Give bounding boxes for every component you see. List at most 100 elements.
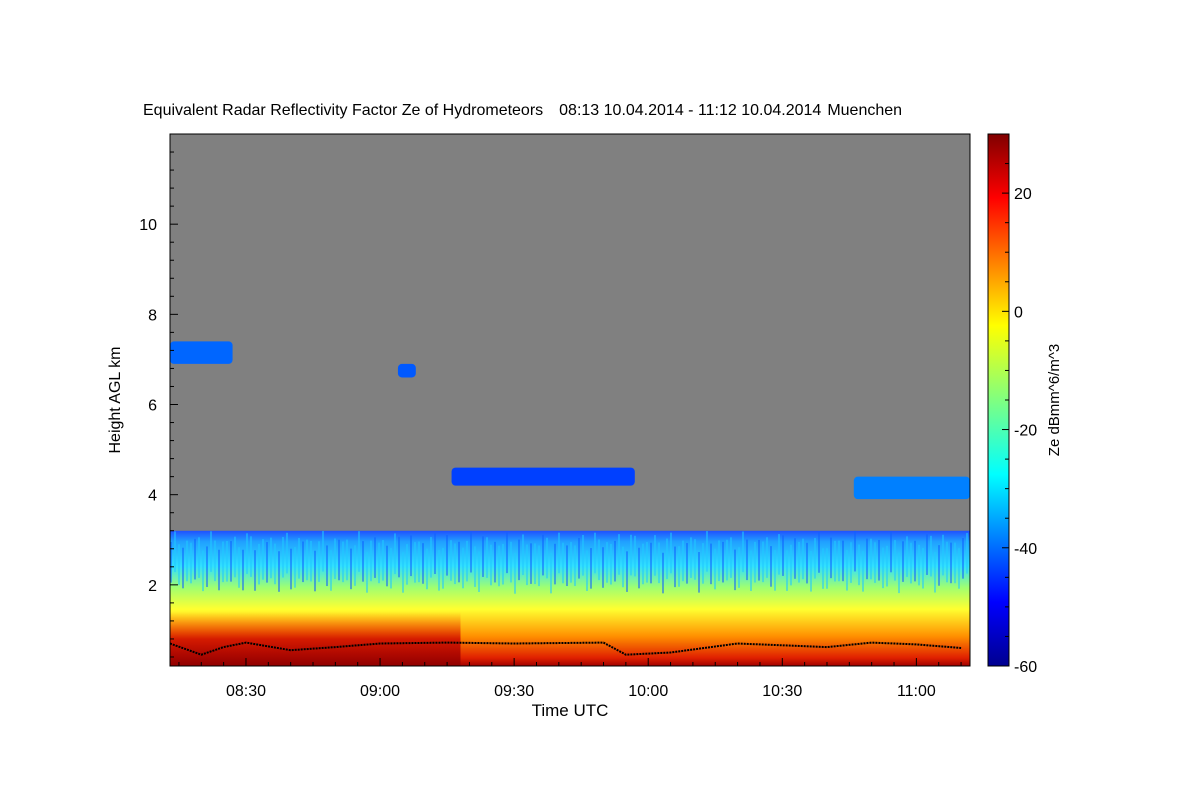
boundary-layer-streak: [898, 552, 900, 594]
boundary-layer-streak: [654, 535, 656, 576]
boundary-layer-streak: [506, 532, 508, 574]
boundary-layer-streak: [330, 550, 332, 591]
boundary-layer-streak: [934, 551, 936, 593]
boundary-layer-streak: [474, 546, 476, 587]
boundary-layer-streak: [878, 539, 880, 581]
y-tick-label: 10: [139, 217, 157, 234]
boundary-layer-streak: [382, 540, 384, 581]
boundary-layer-streak: [206, 546, 208, 587]
boundary-layer-streak: [850, 542, 852, 583]
colorbar-tick-label: -60: [1014, 659, 1037, 676]
boundary-layer-streak: [426, 548, 428, 590]
boundary-layer-streak: [438, 550, 440, 591]
boundary-layer-streak: [398, 536, 400, 578]
boundary-layer-streak: [702, 543, 704, 584]
plot-frame: [169, 133, 971, 667]
boundary-layer-streak: [762, 541, 764, 583]
boundary-layer-streak: [350, 548, 352, 590]
boundary-layer-streak: [790, 544, 792, 586]
boundary-layer-streak: [774, 550, 776, 591]
boundary-layer-streak: [502, 543, 504, 585]
boundary-layer-streak: [902, 541, 904, 582]
boundary-layer-streak: [202, 550, 204, 592]
boundary-layer-streak: [606, 542, 608, 583]
boundary-layer-streak: [738, 547, 740, 588]
x-tick-label: 09:00: [360, 683, 400, 700]
boundary-layer-streak: [870, 538, 872, 580]
boundary-layer-streak: [222, 541, 224, 583]
x-tick-label: 08:30: [226, 683, 266, 700]
boundary-layer-streak: [806, 542, 808, 584]
colorbar-label: Ze dBmm^6/m^3: [1046, 344, 1063, 456]
boundary-layer-streak: [726, 539, 728, 581]
boundary-layer-streak: [746, 539, 748, 581]
boundary-layer-streak: [714, 548, 716, 590]
boundary-layer-streak: [430, 537, 432, 578]
boundary-layer-streak: [174, 531, 176, 573]
boundary-layer-streak: [402, 552, 404, 593]
boundary-layer-streak: [318, 541, 320, 582]
boundary-layer-streak: [522, 534, 524, 576]
boundary-layer-streak: [770, 546, 772, 587]
boundary-layer-streak: [266, 542, 268, 583]
boundary-layer-streak: [658, 542, 660, 584]
boundary-layer-streak: [378, 542, 380, 584]
boundary-layer-streak: [534, 543, 536, 585]
boundary-layer-streak: [482, 536, 484, 577]
boundary-layer-streak: [754, 541, 756, 583]
boundary-layer-streak: [958, 548, 960, 589]
boundary-layer-streak: [638, 547, 640, 589]
boundary-layer-streak: [370, 540, 372, 582]
boundary-layer-streak: [618, 534, 620, 575]
x-tick-label: 09:30: [494, 683, 534, 700]
boundary-layer-streak: [686, 543, 688, 584]
boundary-layer-streak: [602, 547, 604, 588]
boundary-layer-streak: [750, 550, 752, 591]
boundary-layer-streak: [614, 540, 616, 582]
boundary-layer-streak: [578, 537, 580, 579]
boundary-layer-streak: [930, 535, 932, 577]
boundary-layer-streak: [310, 540, 312, 582]
boundary-layer-streak: [838, 540, 840, 582]
boundary-layer-streak: [530, 543, 532, 584]
boundary-layer-streak: [514, 553, 516, 594]
boundary-layer-streak: [374, 537, 376, 578]
boundary-layer-streak: [338, 539, 340, 581]
boundary-layer-streak: [190, 542, 192, 584]
y-axis: 2 4 6 8 10: [139, 133, 178, 658]
boundary-layer-streak: [354, 545, 356, 586]
x-axis-label: Time UTC: [532, 701, 609, 720]
boundary-layer-streak: [518, 539, 520, 581]
boundary-layer-streak: [470, 531, 472, 573]
boundary-layer-streak: [734, 549, 736, 591]
boundary-layer-streak: [858, 544, 860, 586]
boundary-layer-streak: [666, 538, 668, 580]
boundary-layer-streak: [362, 541, 364, 582]
boundary-layer-streak: [294, 547, 296, 588]
boundary-layer-streak: [550, 552, 552, 594]
colorbar-axis: 20 0 -20 -40 -60: [1002, 133, 1037, 676]
boundary-layer-streak: [326, 545, 328, 587]
boundary-layer-streak: [834, 540, 836, 582]
boundary-layer-streak: [510, 541, 512, 583]
boundary-layer-streak: [446, 535, 448, 576]
colorbar-tick-label: -20: [1014, 423, 1037, 440]
boundary-layer-streak: [698, 552, 700, 593]
boundary-layer-streak: [590, 548, 592, 589]
boundary-layer-streak: [626, 551, 628, 592]
boundary-layer-streak: [634, 535, 636, 577]
boundary-layer-streak: [918, 544, 920, 586]
y-tick-label: 4: [148, 488, 157, 505]
boundary-layer-streak: [842, 540, 844, 582]
boundary-layer-streak: [818, 532, 820, 573]
boundary-layer-streak: [646, 542, 648, 583]
boundary-layer-streak: [886, 545, 888, 587]
boundary-layer-streak: [722, 541, 724, 583]
x-tick-label: 10:00: [628, 683, 668, 700]
boundary-layer-streak: [866, 538, 868, 580]
boundary-layer-streak: [278, 551, 280, 592]
colorbar-tick-label: 20: [1014, 186, 1032, 203]
boundary-layer-streak: [298, 538, 300, 579]
y-tick-label: 8: [148, 307, 157, 324]
boundary-layer-streak: [938, 545, 940, 586]
